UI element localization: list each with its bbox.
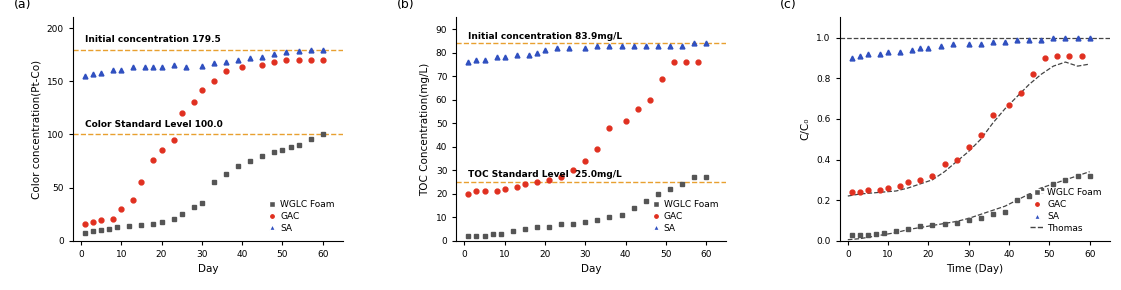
Text: Color Standard Level 100.0: Color Standard Level 100.0 — [85, 120, 223, 129]
X-axis label: Day: Day — [581, 264, 602, 274]
X-axis label: Day: Day — [197, 264, 219, 274]
Y-axis label: TOC Concentration(mg/L): TOC Concentration(mg/L) — [420, 62, 430, 196]
Legend: WGLC Foam, GAC, SA: WGLC Foam, GAC, SA — [648, 197, 722, 236]
Legend: WGLC Foam, GAC, SA, Thomas: WGLC Foam, GAC, SA, Thomas — [1027, 185, 1105, 236]
Text: Initial concentration 83.9mg/L: Initial concentration 83.9mg/L — [469, 32, 622, 41]
Legend: WGLC Foam, GAC, SA: WGLC Foam, GAC, SA — [265, 197, 339, 236]
Y-axis label: Color concentration(Pt-Co): Color concentration(Pt-Co) — [31, 59, 41, 199]
Text: (c): (c) — [780, 0, 797, 12]
Y-axis label: C/C₀: C/C₀ — [800, 118, 810, 140]
Text: (a): (a) — [13, 0, 31, 12]
Text: TOC Standard Level  25.0mg/L: TOC Standard Level 25.0mg/L — [469, 170, 622, 179]
Text: Initial concentration 179.5: Initial concentration 179.5 — [85, 35, 221, 44]
X-axis label: Time (Day): Time (Day) — [946, 264, 1003, 274]
Text: (b): (b) — [397, 0, 415, 12]
